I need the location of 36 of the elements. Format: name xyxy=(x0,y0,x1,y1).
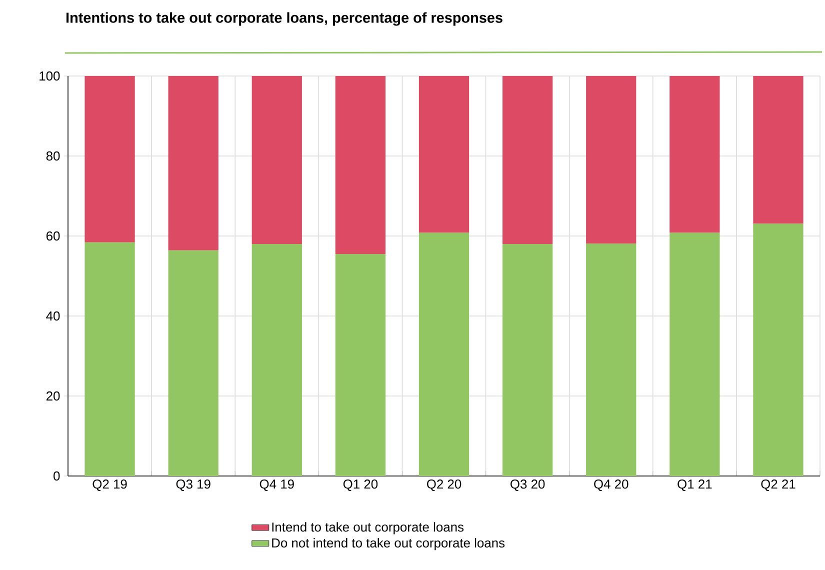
x-tick-label: Q1 20 xyxy=(343,480,378,492)
legend-label: Do not intend to take out corporate loans xyxy=(272,538,505,550)
x-tick-label: Q3 19 xyxy=(176,480,210,492)
bar xyxy=(586,76,636,244)
legend-label: Intend to take out corporate loans xyxy=(272,522,464,534)
bar xyxy=(502,76,553,244)
x-tick-label: Q2 20 xyxy=(426,480,462,492)
bar xyxy=(418,76,470,233)
chart-title: Intentions to take out corporate loans, percentage of responses xyxy=(66,12,502,26)
bar xyxy=(335,76,386,254)
y-tick-label: 40 xyxy=(46,311,60,321)
bar xyxy=(418,232,470,476)
bar xyxy=(84,76,135,242)
x-tick-label: Q2 19 xyxy=(92,480,127,492)
x-tick-label: Q3 20 xyxy=(510,480,545,492)
bar xyxy=(753,76,804,224)
bar xyxy=(335,254,386,476)
bar xyxy=(670,232,720,476)
y-tick-label: 20 xyxy=(46,391,60,401)
bar xyxy=(753,224,804,476)
x-tick-label: Q2 21 xyxy=(761,480,796,492)
y-tick-label: 100 xyxy=(40,71,60,81)
x-tick-label: Q4 20 xyxy=(594,480,628,492)
y-tick-label: 60 xyxy=(46,231,60,241)
bar xyxy=(168,250,218,476)
y-tick-label: 0 xyxy=(54,471,60,481)
bar xyxy=(586,244,636,476)
bar xyxy=(84,242,135,476)
x-tick-label: Q1 21 xyxy=(678,480,712,492)
y-tick-label: 80 xyxy=(46,151,60,161)
bar xyxy=(168,76,218,250)
bar xyxy=(670,76,720,233)
bar xyxy=(252,76,302,244)
bar xyxy=(252,244,302,476)
x-tick-label: Q4 19 xyxy=(260,480,294,492)
bar xyxy=(502,244,553,476)
